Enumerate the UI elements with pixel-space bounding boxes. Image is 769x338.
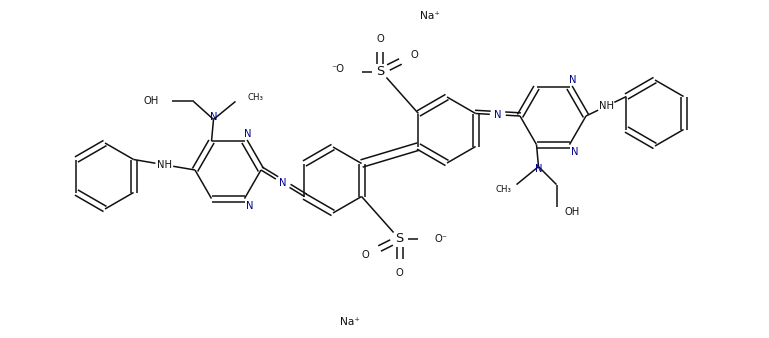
Text: N: N: [279, 178, 287, 188]
Text: Na⁺: Na⁺: [340, 317, 360, 327]
Text: N: N: [244, 129, 251, 139]
Text: NH: NH: [157, 160, 171, 170]
Text: CH₃: CH₃: [495, 185, 511, 194]
Text: O: O: [361, 249, 369, 260]
Text: OH: OH: [143, 96, 158, 106]
Text: ⁻O: ⁻O: [331, 65, 345, 74]
Text: S: S: [395, 232, 404, 245]
Text: N: N: [494, 110, 501, 120]
Text: N: N: [571, 147, 578, 156]
Text: Na⁺: Na⁺: [421, 11, 441, 21]
Text: O: O: [396, 267, 404, 277]
Text: N: N: [246, 200, 253, 211]
Text: S: S: [376, 65, 384, 78]
Text: O: O: [411, 50, 418, 61]
Text: O⁻: O⁻: [434, 234, 448, 243]
Text: O: O: [377, 33, 384, 44]
Text: N: N: [569, 75, 576, 86]
Text: N: N: [534, 164, 542, 174]
Text: OH: OH: [564, 207, 580, 217]
Text: N: N: [210, 113, 218, 122]
Text: NH: NH: [599, 101, 614, 111]
Text: CH₃: CH₃: [248, 93, 264, 102]
